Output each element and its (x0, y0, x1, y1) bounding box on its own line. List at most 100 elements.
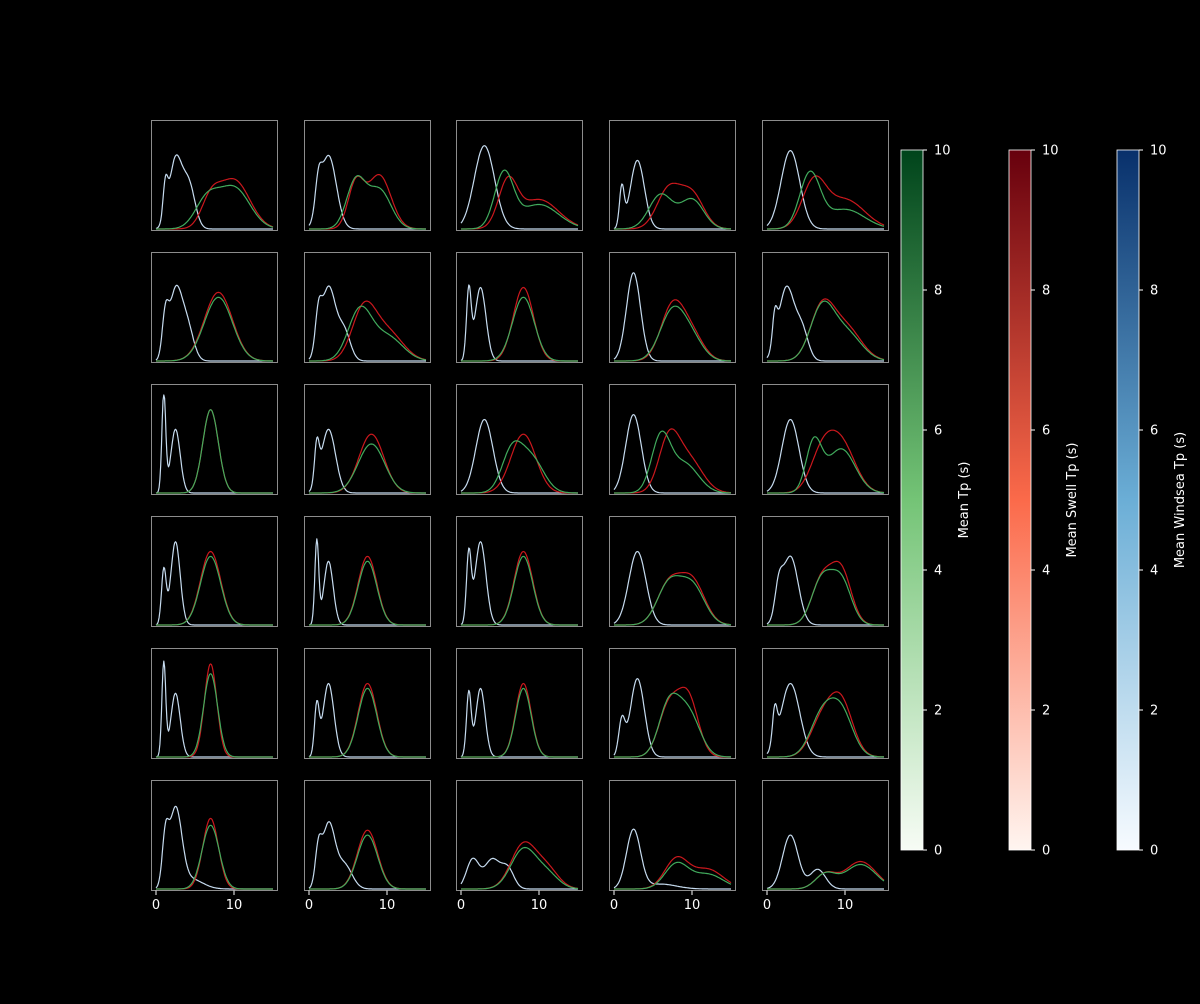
colorbar-tick-label: 2 (934, 704, 942, 719)
colorbar-tick-label: 8 (1150, 284, 1158, 299)
mean-line (614, 692, 731, 758)
mean-line (767, 697, 884, 758)
colorbar-tick-label: 8 (1042, 284, 1050, 299)
windsea-line (460, 145, 578, 230)
panel-frame (456, 780, 583, 891)
panel-r6-c2: 0 10 (304, 780, 431, 913)
panel-r2-c3 (456, 252, 583, 363)
panel-r3-c4 (609, 384, 736, 495)
windsea-line (613, 678, 731, 758)
windsea-line (460, 857, 578, 890)
mean-line (614, 861, 732, 890)
windsea-line (613, 272, 731, 362)
panel-r1-c5 (762, 120, 889, 231)
windsea-line (766, 418, 884, 494)
colorbar-tick-label: 4 (1042, 564, 1050, 579)
panel-r5-c5 (762, 648, 889, 759)
colorbar-tick-label: 10 (1042, 144, 1059, 159)
panel-r6-c1: 0 10 (151, 780, 278, 913)
panel-frame (609, 384, 736, 495)
mean-line (767, 863, 885, 890)
panels-grid: 0 10 0 10 0 10 0 10 0 10 (151, 120, 889, 913)
panel-r4-c5 (762, 516, 889, 627)
colorbar-tick-label: 6 (934, 424, 942, 439)
panel-r3-c1 (151, 384, 278, 495)
mean-line (156, 555, 273, 626)
x-tick-label: 0 (152, 898, 160, 913)
panel-frame (304, 120, 431, 231)
mean-line (614, 193, 731, 230)
swell-line (461, 175, 579, 230)
windsea-line (613, 828, 731, 890)
colorbar-tick-label: 2 (1150, 704, 1158, 719)
x-tick-label: 10 (684, 898, 701, 913)
panel-frame (456, 516, 583, 627)
panel-frame (609, 648, 736, 759)
panel-r6-c5: 0 10 (762, 780, 889, 913)
mean-line (156, 824, 273, 890)
panel-r2-c4 (609, 252, 736, 363)
mean-line (309, 687, 426, 758)
mean-line (309, 305, 427, 362)
panel-frame (762, 120, 889, 231)
windsea-line (766, 150, 884, 230)
panel-r3-c5 (762, 384, 889, 495)
panel-frame (151, 384, 278, 495)
panel-frame (456, 384, 583, 495)
x-tick-label: 10 (379, 898, 396, 913)
panel-frame (151, 516, 278, 627)
colorbar-tick-label: 4 (1150, 564, 1158, 579)
panel-r5-c3 (456, 648, 583, 759)
panel-r1-c4 (609, 120, 736, 231)
colorbar-label: Mean Tp (s) (957, 462, 972, 539)
colorbar-1: 0 2 4 6 8 10 Mean Swell Tp (s) (1008, 144, 1080, 859)
windsea-line (766, 834, 884, 890)
windsea-line (613, 159, 731, 230)
x-tick-label: 10 (531, 898, 548, 913)
x-tick-label: 0 (457, 898, 465, 913)
colorbar-tick-label: 0 (1150, 844, 1158, 859)
panel-frame (151, 648, 278, 759)
mean-line (156, 409, 273, 494)
panel-r5-c1 (151, 648, 278, 759)
colorbar-label: Mean Windsea Tp (s) (1173, 432, 1188, 568)
mean-line (614, 305, 731, 362)
panel-r4-c3 (456, 516, 583, 627)
x-tick-label: 10 (837, 898, 854, 913)
panel-r3-c3 (456, 384, 583, 495)
panel-frame (304, 648, 431, 759)
panel-frame (304, 384, 431, 495)
mean-line (309, 834, 426, 890)
panel-frame (609, 780, 736, 891)
colorbar-tick-label: 8 (934, 284, 942, 299)
mean-line (156, 673, 273, 758)
mean-line (614, 430, 731, 494)
colorbar-tick-label: 0 (1042, 844, 1050, 859)
panel-r1-c3 (456, 120, 583, 231)
colorbar-0: 0 2 4 6 8 10 Mean Tp (s) (900, 144, 972, 859)
panel-frame (456, 120, 583, 231)
windsea-line (613, 414, 731, 494)
colorbar-gradient (1008, 149, 1032, 851)
windsea-line (308, 285, 426, 362)
panel-frame (304, 252, 431, 363)
windsea-line (766, 682, 884, 758)
panel-frame (456, 648, 583, 759)
mean-line (461, 687, 578, 758)
x-tick-label: 0 (610, 898, 618, 913)
windsea-line (766, 285, 884, 362)
panel-r1-c1 (151, 120, 278, 231)
mean-line (767, 170, 885, 230)
colorbar-tick-label: 0 (934, 844, 942, 859)
mean-line (767, 436, 885, 494)
panel-r4-c4 (609, 516, 736, 627)
panel-r6-c3: 0 10 (456, 780, 583, 913)
mean-line (461, 296, 578, 362)
x-tick-label: 10 (226, 898, 243, 913)
panel-r4-c1 (151, 516, 278, 627)
panel-frame (762, 780, 889, 891)
panel-r2-c5 (762, 252, 889, 363)
mean-line (614, 575, 732, 626)
